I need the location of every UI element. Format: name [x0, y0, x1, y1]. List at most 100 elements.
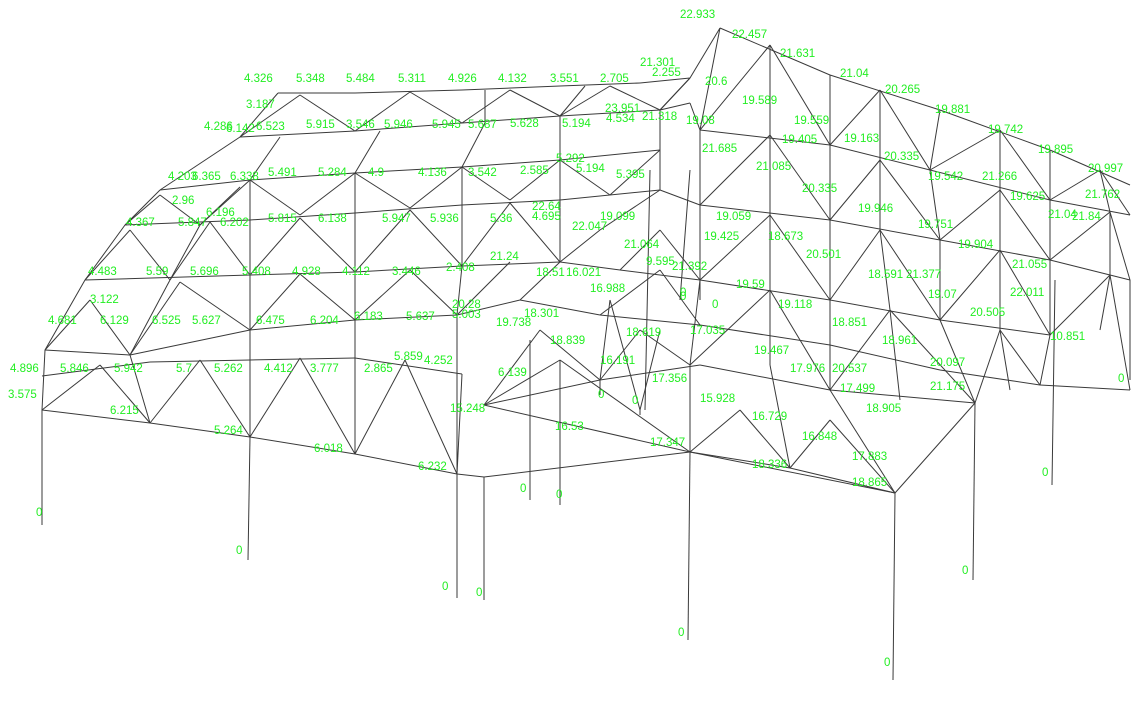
member-force-label: 19.099	[600, 211, 635, 223]
member-force-label: 5.945	[432, 119, 461, 131]
member-force-label: 4.112	[342, 266, 370, 278]
frame-member	[639, 329, 691, 366]
frame-member	[1049, 149, 1131, 186]
member-force-label: 2.865	[364, 363, 393, 375]
member-force-label: 0	[680, 287, 686, 299]
frame-member	[889, 309, 976, 404]
frame-member	[124, 194, 161, 226]
frame-member	[689, 102, 701, 131]
member-force-label: 16.988	[590, 283, 625, 295]
member-force-label: 20.501	[806, 249, 841, 261]
frame-member	[559, 109, 661, 117]
frame-member	[354, 269, 411, 321]
frame-member	[84, 229, 131, 281]
frame-member	[889, 309, 901, 401]
frame-member	[41, 349, 46, 411]
member-force-label: 4.252	[424, 355, 453, 367]
member-force-label: 5.628	[510, 118, 539, 130]
member-force-label: 21.377	[906, 269, 941, 281]
frame-member	[41, 361, 151, 377]
frame-member	[689, 27, 721, 79]
member-force-label: 19.895	[1038, 144, 1073, 156]
frame-member	[894, 402, 976, 494]
member-force-label: 0	[678, 627, 684, 639]
frame-member	[249, 273, 301, 331]
frame-member	[1049, 259, 1131, 281]
frame-member	[829, 159, 881, 221]
frame-member	[84, 224, 126, 281]
member-force-label: 0	[476, 587, 482, 599]
member-force-label: 5.292	[556, 153, 585, 165]
member-force-label: 0	[36, 507, 42, 519]
frame-member	[1049, 199, 1131, 216]
frame-member	[179, 281, 251, 331]
frame-member	[599, 189, 661, 231]
frame-member	[41, 364, 101, 411]
frame-member	[699, 324, 831, 346]
frame-member	[829, 389, 976, 404]
member-force-label: 6.204	[310, 315, 339, 327]
frame-member	[769, 214, 831, 301]
frame-member	[829, 389, 896, 494]
frame-member	[461, 261, 561, 267]
member-force-label: 5.696	[190, 266, 219, 278]
member-force-label: 19.625	[1010, 191, 1045, 203]
frame-member	[1099, 169, 1131, 216]
frame-member	[299, 217, 356, 273]
frame-member	[456, 261, 511, 316]
member-force-label: 4.896	[10, 363, 39, 375]
frame-member	[789, 467, 896, 494]
frame-member	[609, 299, 641, 411]
frame-member	[879, 229, 941, 321]
member-force-label: 17.976	[790, 363, 825, 375]
frame-member	[699, 204, 831, 221]
member-force-label: 22.011	[1010, 287, 1044, 299]
frame-member	[939, 189, 1001, 241]
frame-member	[249, 172, 356, 181]
frame-member	[659, 189, 701, 206]
member-force-label: 18.839	[550, 335, 585, 347]
frame-member	[249, 179, 301, 216]
frame-member	[689, 451, 896, 494]
member-force-label: 21.266	[982, 171, 1017, 183]
member-force-label: 19.738	[496, 317, 531, 329]
frame-member	[199, 359, 251, 438]
member-force-label: 22.047	[572, 221, 607, 233]
member-force-label: 9.595	[646, 256, 675, 268]
frame-member	[1049, 169, 1101, 201]
frame-member	[892, 492, 896, 681]
member-force-label: 0	[598, 389, 604, 401]
frame-member	[354, 166, 463, 174]
member-force-label: 0	[632, 395, 638, 407]
member-force-label: 6.129	[100, 315, 129, 327]
frame-member	[679, 169, 691, 301]
frame-member	[999, 329, 1011, 391]
frame-member	[939, 369, 1041, 386]
frame-member	[1109, 211, 1131, 281]
frame-member	[456, 373, 463, 475]
frame-member	[929, 169, 941, 241]
frame-member	[299, 273, 356, 321]
member-force-label: 20.335	[884, 151, 919, 163]
frame-member	[354, 91, 411, 132]
member-force-label: 4.367	[126, 217, 155, 229]
frame-member	[999, 329, 1041, 386]
member-force-label: 21.064	[624, 239, 660, 251]
frame-member	[659, 77, 691, 111]
member-force-label: 20.997	[1088, 163, 1123, 175]
member-force-label: 20.335	[802, 183, 837, 195]
member-force-label: 5.262	[214, 363, 243, 375]
frame-member	[1109, 274, 1131, 391]
member-force-label: 4.926	[448, 73, 477, 85]
frame-member	[689, 279, 701, 366]
member-force-label: 10.851	[1050, 331, 1085, 343]
member-force-label: 19.405	[782, 134, 817, 146]
frame-member	[559, 229, 601, 263]
member-force-label: 4.136	[418, 167, 447, 179]
frame-member	[89, 299, 131, 356]
frame-member	[456, 473, 485, 478]
frame-member	[249, 319, 356, 331]
member-force-label: 19.946	[858, 203, 893, 215]
frame-member	[559, 159, 611, 196]
